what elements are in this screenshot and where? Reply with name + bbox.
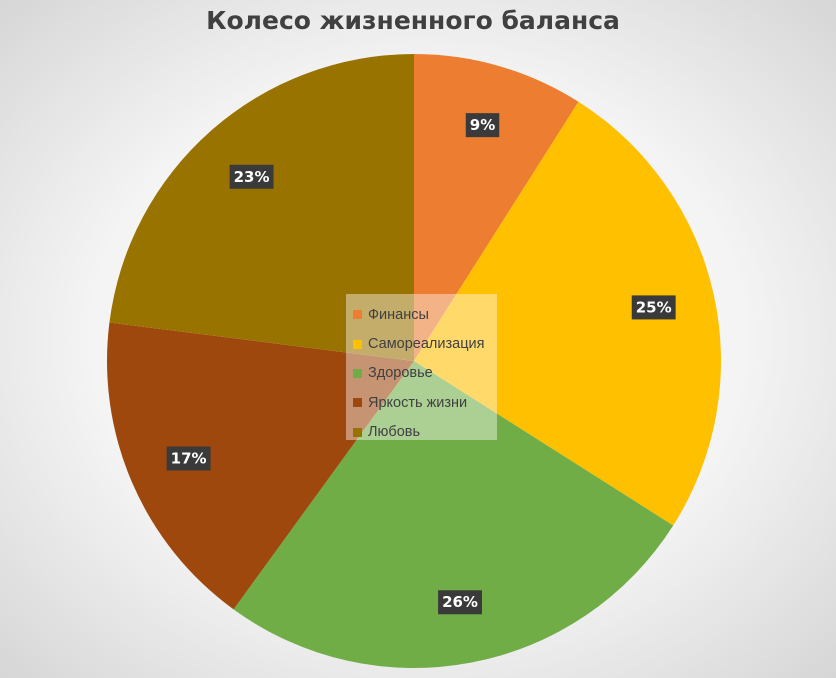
pie-data-labels: 9% 25% 26% 17% 23% (166, 113, 676, 615)
data-label-box (229, 164, 274, 189)
legend-item-4: Яркость жизни (353, 388, 497, 417)
pie-slice-3 (233, 361, 674, 668)
data-label-4: 17% (166, 446, 211, 471)
legend-label: Яркость жизни (368, 394, 468, 411)
pie-slice-1 (414, 54, 579, 361)
legend-label: Здоровье (368, 365, 433, 382)
pie-slice-4 (107, 322, 415, 610)
data-label-text: 26% (442, 593, 478, 611)
data-label-3: 26% (438, 590, 482, 615)
data-label-box (631, 295, 676, 320)
chart-title: Колесо жизненного баланса (206, 6, 620, 35)
legend-swatch (353, 368, 362, 378)
data-label-text: 25% (636, 298, 672, 316)
data-label-text: 9% (470, 116, 495, 134)
data-label-2: 25% (631, 295, 676, 320)
legend-swatch (353, 427, 362, 437)
legend-swatch (353, 310, 362, 320)
pie-slice-5 (109, 54, 415, 361)
legend-swatch (353, 339, 362, 349)
legend-item-5: Любовь (353, 418, 497, 447)
pie-slice-2 (414, 101, 721, 526)
legend-label: Самореализация (368, 336, 485, 353)
data-label-5: 23% (229, 164, 274, 189)
data-label-text: 23% (234, 168, 270, 186)
legend-item-3: Здоровье (353, 359, 497, 388)
legend-item-1: Финансы (353, 300, 497, 329)
data-label-text: 17% (171, 450, 207, 468)
legend-label: Любовь (368, 424, 421, 441)
data-label-1: 9% (465, 113, 500, 138)
data-label-box (465, 113, 500, 138)
legend-swatch (353, 398, 362, 408)
chart-legend: Финансы Самореализация Здоровье Яркость жиз… (346, 294, 497, 440)
data-label-box (438, 590, 482, 615)
legend-label: Финансы (368, 306, 429, 323)
legend-item-2: Самореализация (353, 329, 497, 358)
pie-slices (107, 54, 721, 668)
data-label-box (166, 446, 211, 471)
